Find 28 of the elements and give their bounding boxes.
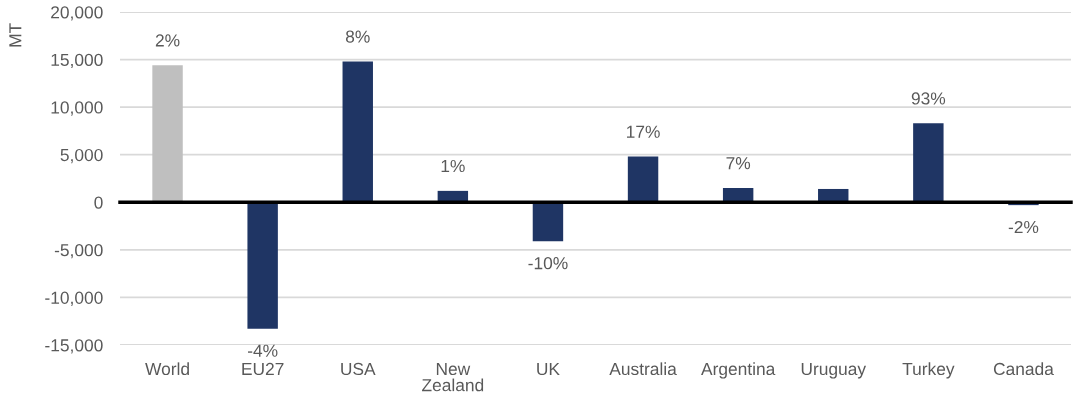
- x-tick-label: New Zealand: [422, 363, 484, 392]
- annotation: -4%: [247, 344, 278, 357]
- x-tick-label: Canada: [993, 362, 1054, 376]
- annotation: 1%: [441, 159, 465, 173]
- x-tick-label: Turkey: [902, 362, 955, 379]
- y-tick-label: 20,000: [51, 6, 103, 21]
- x-tick-label: USA: [341, 362, 376, 376]
- y-tick-label: 15,000: [51, 53, 103, 69]
- annotation: -10%: [528, 257, 568, 270]
- y-tick-label: -15,000: [45, 339, 103, 354]
- x-tick-label: World: [145, 362, 189, 376]
- annotation: -2%: [1008, 220, 1039, 234]
- annotation: 8%: [345, 30, 370, 43]
- y-tick-label: 5,000: [60, 148, 103, 164]
- x-tick-label: UK: [537, 363, 560, 376]
- x-tick-label: Australia: [609, 362, 677, 376]
- y-tick-label: -10,000: [45, 291, 103, 306]
- y-tick-label: 10,000: [51, 101, 103, 116]
- x-tick-label: Uruguay: [801, 363, 867, 379]
- y-axis-title: MT: [9, 23, 22, 47]
- y-tick-label: 0: [94, 196, 103, 209]
- annotation: 7%: [726, 157, 751, 170]
- annotation: 2%: [155, 34, 180, 47]
- y-tick-label: -5,000: [54, 244, 103, 259]
- annotation: 17%: [627, 125, 660, 138]
- x-tick-label: Argentina: [701, 362, 776, 379]
- annotation: 93%: [911, 92, 946, 105]
- x-tick-label: EU27: [242, 362, 284, 376]
